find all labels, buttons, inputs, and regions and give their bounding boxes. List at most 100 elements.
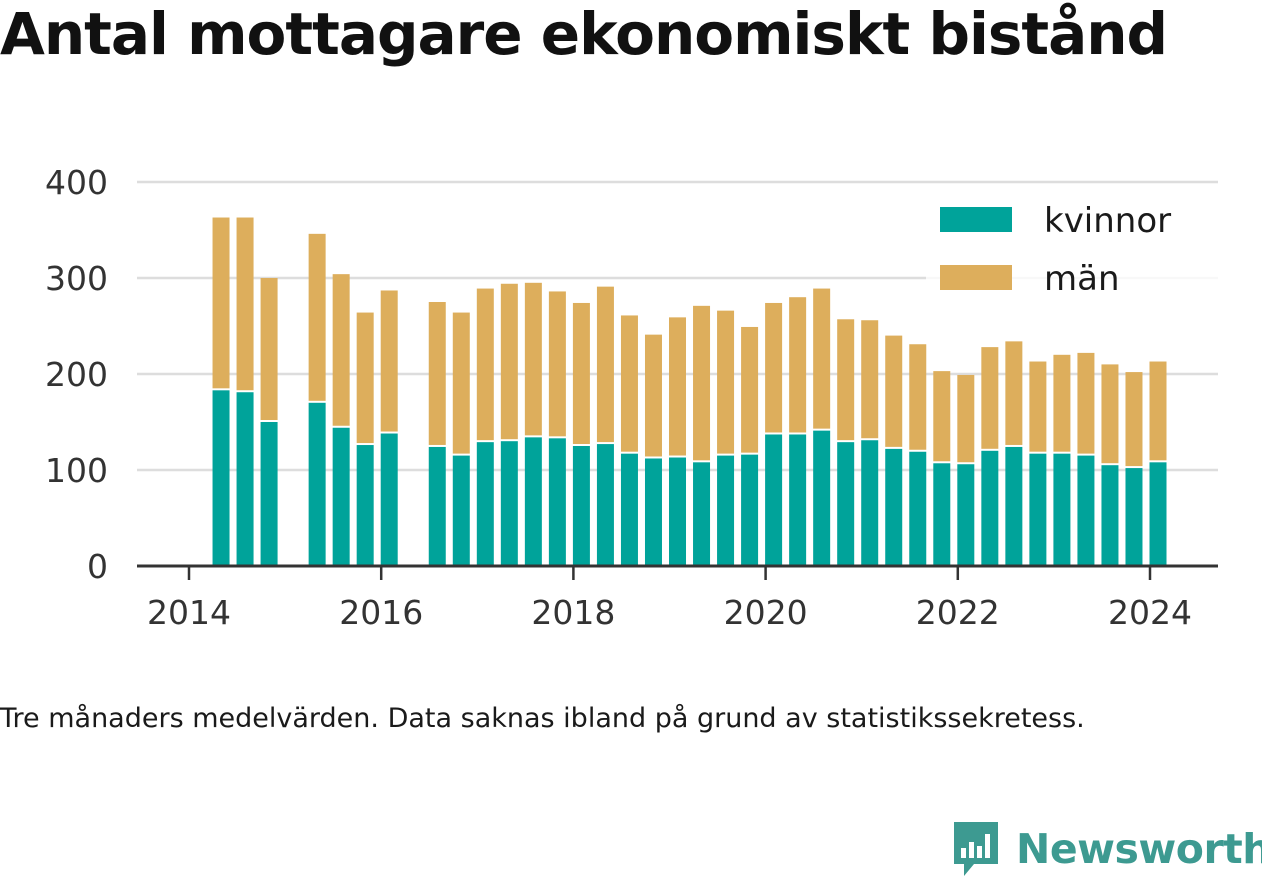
bar-kvinnor — [693, 462, 711, 566]
bar-man — [212, 217, 230, 389]
bar-kvinnor — [596, 444, 614, 566]
brand-logo: Newsworthy — [950, 818, 1262, 880]
bar-man — [476, 288, 494, 441]
bar-kvinnor — [1125, 468, 1143, 566]
bar-man — [909, 344, 927, 450]
bar-kvinnor — [1077, 455, 1095, 566]
legend-label-kvinnor: kvinnor — [1044, 201, 1171, 241]
bar-man — [933, 371, 951, 462]
bar-kvinnor — [428, 446, 446, 566]
bar-man — [380, 290, 398, 432]
bar-kvinnor — [500, 441, 518, 566]
legend-label-man: män — [1044, 259, 1120, 299]
bar-kvinnor — [933, 463, 951, 566]
brand-name: Newsworthy — [1016, 825, 1262, 873]
bar-man — [957, 374, 975, 463]
bar-kvinnor — [741, 454, 759, 566]
y-tick-label: 300 — [45, 259, 108, 298]
x-tick-label: 2014 — [147, 593, 231, 632]
bar-kvinnor — [332, 427, 350, 566]
bar-kvinnor — [1101, 465, 1119, 566]
x-tick-label: 2018 — [531, 593, 615, 632]
bar-man — [260, 278, 278, 420]
x-tick-label: 2022 — [916, 593, 1000, 632]
bar-kvinnor — [260, 422, 278, 566]
bar-man — [500, 283, 518, 440]
bar-man — [861, 320, 879, 439]
bar-man — [548, 291, 566, 437]
bar-kvinnor — [620, 453, 638, 566]
bar-man — [837, 319, 855, 441]
bar-man — [717, 310, 735, 454]
bar-kvinnor — [1053, 453, 1071, 566]
bar-kvinnor — [789, 434, 807, 566]
y-axis-ticks: 0 100 200 300 400 — [45, 163, 108, 586]
bar-man — [1125, 372, 1143, 467]
bar-kvinnor — [308, 402, 326, 566]
bar-kvinnor — [861, 440, 879, 566]
bar-kvinnor — [380, 433, 398, 566]
bar-man — [596, 286, 614, 443]
bar-man — [1101, 364, 1119, 464]
bar-man — [1077, 352, 1095, 454]
bar-man — [452, 312, 470, 454]
legend-swatch-kvinnor — [940, 207, 1012, 232]
bar-man — [428, 302, 446, 445]
bar-man — [693, 305, 711, 461]
bar-man — [1053, 354, 1071, 452]
stacked-bar-chart: 0 100 200 300 400 2014 2016 2018 2020 2022 2024 k… — [45, 163, 1228, 632]
bar-kvinnor — [644, 458, 662, 566]
bar-kvinnor — [669, 457, 687, 566]
bar-man — [1149, 361, 1167, 461]
bar-man — [332, 274, 350, 426]
bar-kvinnor — [236, 392, 254, 566]
bar-man — [524, 282, 542, 436]
bar-kvinnor — [524, 437, 542, 566]
bar-kvinnor — [212, 390, 230, 566]
chart-footnote: Tre månaders medelvärden. Data saknas ib… — [0, 703, 1085, 734]
bar-kvinnor — [717, 455, 735, 566]
bar-kvinnor — [837, 442, 855, 566]
x-tick-label: 2016 — [339, 593, 423, 632]
bar-man — [644, 334, 662, 457]
legend-swatch-man — [940, 265, 1012, 290]
chart-title: Antal mottagare ekonomiskt bistånd — [0, 0, 1168, 68]
y-tick-label: 200 — [45, 355, 108, 394]
bar-man — [1029, 361, 1047, 452]
bar-kvinnor — [1029, 453, 1047, 566]
bar-kvinnor — [813, 430, 831, 566]
bar-kvinnor — [476, 442, 494, 566]
bar-man — [620, 315, 638, 452]
bar-man — [356, 312, 374, 444]
bar-man — [789, 297, 807, 433]
bars — [212, 217, 1167, 566]
bar-man — [981, 347, 999, 449]
bar-kvinnor — [981, 450, 999, 566]
bar-kvinnor — [548, 438, 566, 566]
bar-kvinnor — [885, 448, 903, 566]
bar-kvinnor — [765, 434, 783, 566]
bar-kvinnor — [572, 446, 590, 566]
bar-man — [885, 335, 903, 447]
bar-kvinnor — [452, 455, 470, 566]
y-tick-label: 100 — [45, 451, 108, 490]
x-tick-label: 2024 — [1108, 593, 1192, 632]
y-tick-label: 400 — [45, 163, 108, 202]
bar-man — [813, 288, 831, 429]
bar-man — [308, 233, 326, 401]
bar-man — [572, 302, 590, 444]
x-axis-ticks: 2014 2016 2018 2020 2022 2024 — [147, 566, 1192, 632]
bar-man — [669, 317, 687, 456]
bar-man — [236, 217, 254, 391]
bar-kvinnor — [957, 464, 975, 566]
bar-man — [765, 302, 783, 433]
bar-kvinnor — [909, 451, 927, 566]
bar-kvinnor — [1149, 462, 1167, 566]
bar-man — [741, 326, 759, 453]
newsworthy-logo-icon — [954, 822, 998, 876]
bar-kvinnor — [1005, 446, 1023, 566]
x-tick-label: 2020 — [724, 593, 808, 632]
bar-man — [1005, 341, 1023, 445]
bar-kvinnor — [356, 445, 374, 566]
legend: kvinnor män — [926, 195, 1228, 305]
